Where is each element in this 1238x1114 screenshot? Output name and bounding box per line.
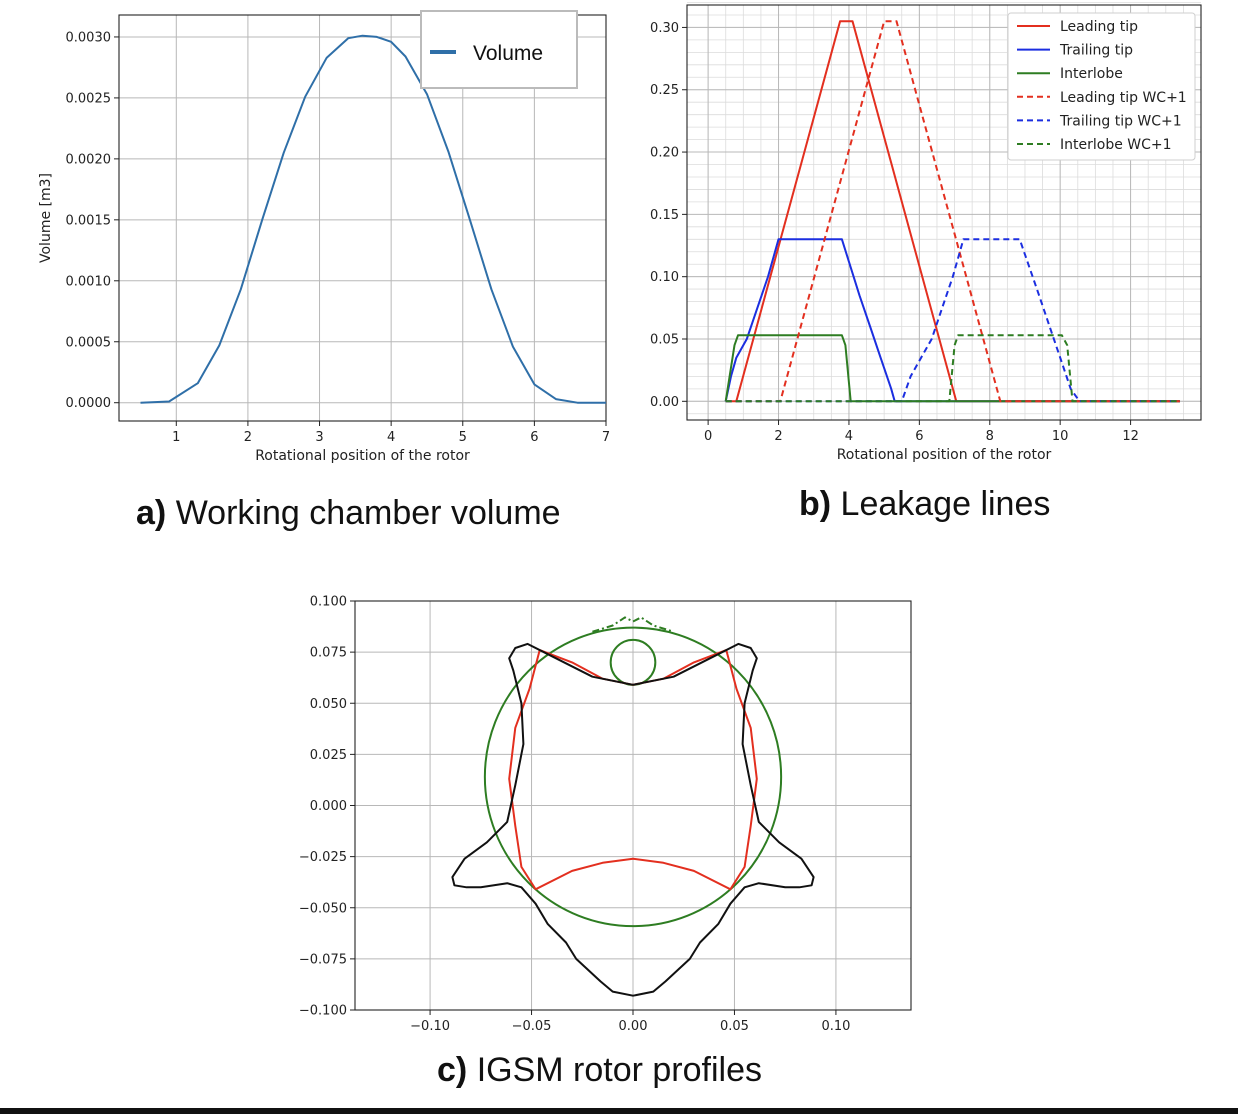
- y-tick-label: 0.25: [650, 83, 679, 98]
- x-tick-label: 0.10: [821, 1019, 850, 1034]
- x-tick-label: 7: [602, 430, 610, 445]
- x-tick-label: 0.00: [619, 1019, 648, 1034]
- series-line-volume: [140, 34, 606, 404]
- x-axis-label: Rotational position of the rotor: [837, 447, 1052, 463]
- x-tick-label: 6: [915, 429, 923, 444]
- outer-rotor-profile: [451, 642, 815, 997]
- caption-b: b) Leakage lines: [799, 485, 1050, 523]
- x-tick-label: −0.10: [410, 1019, 450, 1034]
- x-tick-label: 5: [459, 430, 467, 445]
- x-tick-label: 4: [845, 429, 853, 444]
- y-tick-label: 0.0025: [66, 91, 112, 106]
- legend-box: [420, 10, 578, 89]
- y-tick-label: 0.075: [310, 646, 347, 661]
- y-tick-label: 0.050: [310, 697, 347, 712]
- x-tick-label: 2: [244, 430, 252, 445]
- y-tick-label: 0.0010: [66, 274, 112, 289]
- x-axis-label: Rotational position of the rotor: [255, 448, 470, 464]
- y-tick-label: 0.0030: [66, 30, 112, 45]
- series-line-trailing-tip: [724, 238, 1180, 403]
- x-tick-label: 2: [774, 429, 782, 444]
- y-tick-label: 0.0000: [66, 396, 112, 411]
- caption-a: a) Working chamber volume: [136, 494, 561, 532]
- y-tick-label: 0.025: [310, 748, 347, 763]
- legend-label-volume: Volume: [473, 42, 543, 65]
- series-line-trailing-tip-wc-1: [725, 238, 1180, 403]
- x-tick-label: 0: [704, 429, 712, 444]
- chart-rotor-profiles: −0.10 −0.05 0.00 0.05 0.10 0.100 0.075 0.050 0.0…: [299, 595, 912, 1034]
- x-tick-label: 0.05: [720, 1019, 749, 1034]
- x-tick-label: 6: [530, 430, 538, 445]
- axes-frame: [354, 600, 912, 1011]
- y-tick-label: 0.0005: [66, 335, 112, 350]
- x-tick-label: 8: [986, 429, 994, 444]
- y-tick-label: 0.100: [310, 595, 347, 610]
- x-tick-label: 1: [172, 430, 180, 445]
- legend-label-interlobe-wc-1: Interlobe WC+1: [1060, 137, 1172, 153]
- legend-label-trailing-tip: Trailing tip: [1059, 43, 1133, 59]
- y-tick-label: 0.10: [650, 270, 679, 285]
- x-tick-label: 12: [1122, 429, 1139, 444]
- y-tick-label: 0.05: [650, 332, 679, 347]
- tip-dashdot-trace: [592, 616, 674, 633]
- legend-label-leading-tip-wc-1: Leading tip WC+1: [1060, 90, 1187, 106]
- y-axis-label: Volume [m3]: [38, 173, 54, 263]
- y-tick-label: −0.100: [299, 1004, 347, 1019]
- chart-working-chamber-volume: 1 2 3 4 5 6 7 0.0000 0.0005 0.0010 0.0015 0.0020 0.0…: [38, 10, 610, 464]
- axes-frame: [686, 4, 1202, 421]
- y-tick-label: −0.075: [299, 952, 347, 967]
- pitch-circle: [483, 626, 783, 928]
- x-tick-label: 4: [387, 430, 395, 445]
- series-line-interlobe-wc-1: [725, 334, 1180, 403]
- x-tick-label: 3: [315, 430, 323, 445]
- legend-label-trailing-tip-wc-1: Trailing tip WC+1: [1059, 113, 1182, 129]
- x-tick-label: 10: [1052, 429, 1069, 444]
- y-tick-label: 0.00: [650, 395, 679, 410]
- y-tick-label: 0.15: [650, 208, 679, 223]
- bottom-rule: [0, 1108, 1238, 1114]
- x-tick-label: −0.05: [512, 1019, 552, 1034]
- y-tick-label: 0.0020: [66, 152, 112, 167]
- legend-label-interlobe: Interlobe: [1060, 66, 1123, 82]
- chart-leakage-lines: 0 2 4 6 8 10 12 0.00 0.05 0.10 0.15 0.20 0.25 0.30 Rot…: [650, 2, 1202, 463]
- legend-label-leading-tip: Leading tip: [1060, 19, 1138, 35]
- y-tick-label: 0.20: [650, 146, 679, 161]
- caption-c: c) IGSM rotor profiles: [437, 1051, 762, 1089]
- y-tick-label: 0.000: [310, 799, 347, 814]
- y-tick-label: 0.30: [650, 21, 679, 36]
- y-tick-label: 0.0015: [66, 213, 112, 228]
- y-tick-label: −0.050: [299, 901, 347, 916]
- legend-box: [1007, 12, 1196, 161]
- axes-frame: [118, 14, 607, 422]
- y-tick-label: −0.025: [299, 850, 347, 865]
